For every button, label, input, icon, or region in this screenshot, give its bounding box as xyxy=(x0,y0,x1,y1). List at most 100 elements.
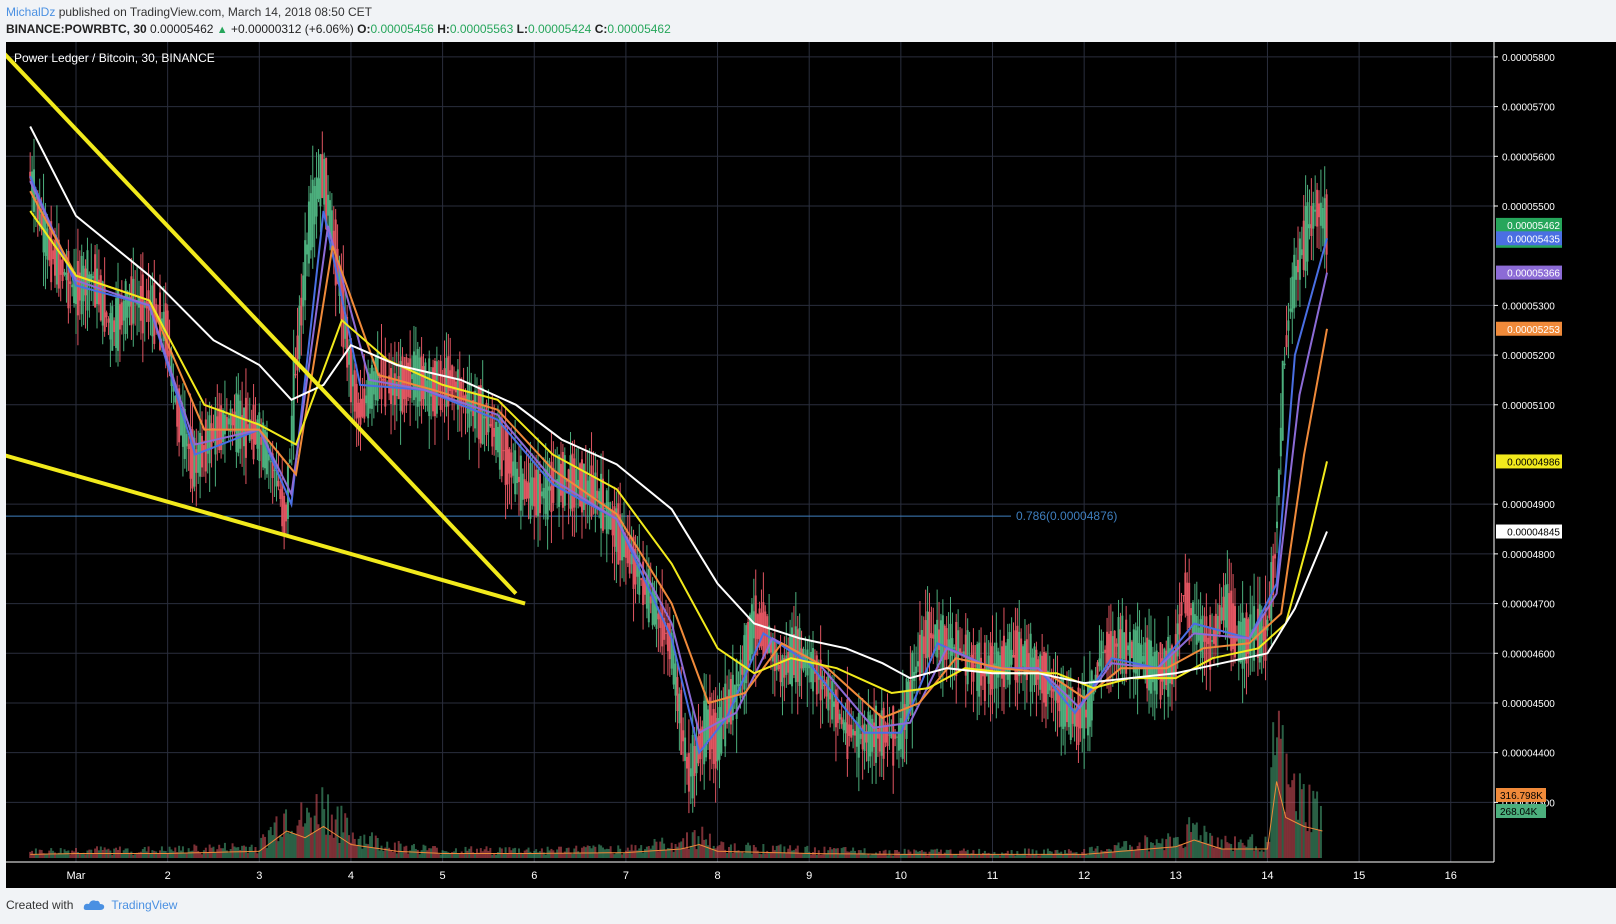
volume-bar xyxy=(164,850,167,858)
volume-bar xyxy=(32,854,35,858)
volume-bar xyxy=(260,837,263,858)
volume-bar xyxy=(1254,846,1257,858)
volume-bar xyxy=(1065,853,1068,858)
candle-body xyxy=(285,504,288,522)
candle-body xyxy=(443,368,446,399)
candle-body xyxy=(947,639,950,651)
candle-body xyxy=(687,753,690,792)
tradingview-link[interactable]: TradingView xyxy=(111,898,178,912)
candle-body xyxy=(615,508,618,552)
candle-body xyxy=(1046,670,1049,695)
candle-body xyxy=(668,623,671,660)
volume-bar xyxy=(1233,836,1236,858)
volume-bar xyxy=(1182,848,1185,858)
chart-area[interactable]: 0.786(0.00004876) 0.00005800 0.00005700 0.… xyxy=(6,42,1616,888)
candle-body xyxy=(1272,555,1275,596)
volume-bar xyxy=(789,845,792,858)
price-chart[interactable]: 0.786(0.00004876) 0.000058000.000057000.… xyxy=(6,42,1616,888)
volume-bar xyxy=(941,854,944,858)
volume-bar xyxy=(1004,853,1007,858)
candle-body xyxy=(815,655,818,695)
up-triangle-icon: ▲ xyxy=(216,24,228,36)
candle-body xyxy=(1184,572,1187,614)
candle-body xyxy=(1241,612,1244,669)
volume-bar xyxy=(569,852,572,858)
candle-body xyxy=(955,621,958,677)
volume-bar xyxy=(871,854,874,858)
candle-body xyxy=(987,655,990,684)
x-tick-label: 13 xyxy=(1170,870,1182,882)
volume-bar xyxy=(1153,845,1156,858)
volume-bar xyxy=(1165,839,1168,858)
candle-body xyxy=(729,679,732,725)
candle-body xyxy=(1295,266,1298,280)
candle-body xyxy=(1010,649,1013,665)
volume-bar xyxy=(315,794,318,858)
time-axis[interactable]: Mar 2 3 4 5 6 7 8 9 10 11 12 13 14 15 16 xyxy=(6,861,1494,882)
volume-bar xyxy=(378,850,381,858)
candle-body xyxy=(328,200,331,234)
candle-body xyxy=(319,154,322,207)
volume-bar xyxy=(275,816,278,858)
trendlines[interactable] xyxy=(6,52,526,606)
volume-bar xyxy=(603,849,606,858)
candle-body xyxy=(777,664,780,670)
volume-bar xyxy=(1201,842,1204,858)
volume-bar xyxy=(1295,811,1298,858)
volume-bar xyxy=(624,850,627,858)
volume-bar xyxy=(1043,849,1046,858)
volume-bar xyxy=(825,853,828,858)
volume-bar xyxy=(808,851,811,858)
author-link[interactable]: MichalDz xyxy=(6,5,56,19)
candle-body xyxy=(40,214,43,230)
volume-bar xyxy=(852,847,855,858)
volume-label-text: 316.798K xyxy=(1500,791,1543,802)
candle-body xyxy=(563,455,566,506)
volume-bar xyxy=(838,853,841,858)
volume-bar xyxy=(1096,846,1099,858)
volume-bar xyxy=(132,854,135,858)
candle-body xyxy=(666,623,669,652)
candle-body xyxy=(678,693,681,724)
volume-bar xyxy=(388,847,391,858)
price-axis[interactable]: 0.00005800 0.00005700 0.00005600 0.00005500… xyxy=(1493,42,1562,862)
volume-bar xyxy=(1195,822,1198,858)
candle-body xyxy=(405,357,408,406)
price-label-text: 0.00005462 xyxy=(1507,221,1560,232)
x-tick-label: 14 xyxy=(1261,870,1273,882)
candle-body xyxy=(972,645,975,682)
candle-body xyxy=(411,374,414,380)
chart-background xyxy=(6,42,1616,888)
volume-bar xyxy=(1075,852,1078,858)
candle-body xyxy=(1268,598,1271,619)
candle-body xyxy=(1144,642,1147,680)
volume-bar xyxy=(67,850,70,858)
candle-body xyxy=(680,689,683,755)
volume-bar xyxy=(159,850,162,858)
candle-body xyxy=(275,463,278,487)
volume-bar xyxy=(462,853,465,858)
volume-bar xyxy=(71,850,74,858)
candle-body xyxy=(1027,653,1030,670)
volume-bar xyxy=(978,848,981,858)
candle-body xyxy=(1115,643,1118,647)
volume-bar xyxy=(231,843,234,858)
candle-body xyxy=(1291,276,1294,313)
candle-body xyxy=(854,731,857,736)
candle-body xyxy=(892,706,895,766)
volume-bar xyxy=(1062,854,1065,858)
candle-body xyxy=(712,709,715,764)
candle-body xyxy=(848,724,851,736)
candle-body xyxy=(875,705,878,763)
candle-body xyxy=(863,723,866,752)
candle-body xyxy=(1079,702,1082,729)
volume-bar xyxy=(1249,836,1252,858)
candle-body xyxy=(1130,641,1133,659)
y-tick-label: 0.00004300 xyxy=(1502,798,1555,809)
candle-body xyxy=(1264,605,1267,661)
candle-body xyxy=(894,734,897,739)
volume-bar xyxy=(409,850,412,858)
y-tick-label: 0.00005100 xyxy=(1502,401,1555,412)
volume-bar xyxy=(1119,848,1122,858)
volume-bar xyxy=(193,844,196,858)
